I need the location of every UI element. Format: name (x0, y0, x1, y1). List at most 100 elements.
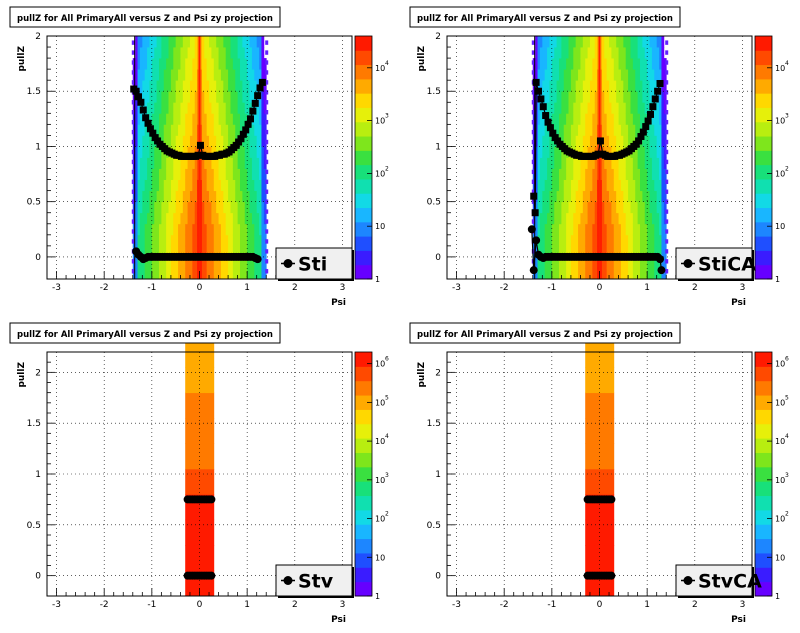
heatmap-cell (204, 135, 208, 147)
heatmap-cell (647, 223, 650, 236)
heatmap-cell (566, 190, 569, 203)
heatmap-cell (230, 168, 234, 180)
heatmap-cell (180, 113, 184, 125)
heatmap-cell (178, 47, 181, 59)
heatmap-cell (539, 267, 543, 280)
data-point (656, 79, 664, 87)
heatmap-cell (265, 249, 269, 254)
heatmap-cell (194, 190, 198, 203)
heatmap-cell (144, 267, 148, 280)
heatmap-cell (201, 124, 205, 136)
heatmap-cell (585, 91, 588, 103)
heatmap-cell (623, 245, 627, 258)
heatmap-cell (556, 168, 560, 180)
heatmap-cell (166, 91, 169, 103)
heatmap-cell (640, 80, 643, 92)
heatmap-cell (209, 418, 215, 444)
heatmap-cell (651, 113, 655, 125)
heatmap-cell (637, 190, 641, 203)
legend: StiCA (675, 247, 756, 281)
heatmap-cell (170, 267, 174, 280)
heatmap-cell (168, 157, 172, 169)
heatmap-cell (261, 113, 265, 125)
heatmap-cell (601, 201, 605, 214)
heatmap-cell (604, 201, 608, 214)
heatmap-cell (592, 102, 596, 114)
palette-swatch (355, 207, 372, 223)
heatmap-cell (228, 157, 231, 169)
heatmap-cell (651, 245, 655, 258)
heatmap-cell (570, 124, 574, 136)
heatmap-cell (144, 58, 148, 70)
heatmap-cell (194, 135, 198, 147)
heatmap-cell (189, 201, 193, 214)
heatmap-cell (585, 223, 588, 236)
heatmap-cell (628, 36, 631, 48)
heatmap-cell (151, 168, 155, 180)
heatmap-cell (647, 146, 650, 158)
heatmap-cell (613, 69, 617, 81)
heatmap-cell (589, 80, 593, 92)
heatmap-cell (587, 168, 591, 180)
heatmap-cell (594, 443, 600, 470)
heatmap-cell (568, 91, 572, 103)
heatmap-cell (647, 157, 650, 169)
heatmap-cell (625, 135, 629, 147)
heatmap-cell (644, 47, 648, 59)
heatmap-cell (601, 47, 605, 59)
heatmap-cell (256, 201, 260, 214)
heatmap-cell (237, 212, 241, 225)
heatmap-cell (166, 102, 169, 114)
heatmap-cell (539, 168, 543, 180)
heatmap-cell (216, 212, 219, 225)
heatmap-cell (175, 69, 179, 81)
y-tick-label: 0 (35, 253, 41, 263)
heatmap-cell (131, 50, 135, 55)
heatmap-cell (240, 157, 243, 169)
heatmap-cell (640, 102, 643, 114)
heatmap-cell (661, 234, 665, 247)
heatmap-cell (251, 168, 255, 180)
x-tick-label: -2 (100, 283, 109, 293)
heatmap-cell (199, 135, 203, 147)
heatmap-cell (199, 102, 203, 114)
palette-swatch (755, 78, 772, 94)
heatmap-cell (151, 58, 155, 70)
heatmap-cell (209, 146, 212, 158)
heatmap-cell (232, 135, 236, 147)
heatmap-cell (213, 36, 217, 48)
heatmap-cell (570, 47, 574, 59)
heatmap-cell (654, 190, 658, 203)
heatmap-cell (232, 80, 236, 92)
heatmap-cell (649, 201, 653, 214)
heatmap-cell (613, 223, 617, 236)
heatmap-cell (204, 234, 208, 247)
heatmap-cell (630, 102, 634, 114)
heatmap-cell (189, 36, 193, 48)
heatmap-cell (166, 58, 169, 70)
heatmap-cell (554, 256, 558, 269)
heatmap-cell (218, 58, 222, 70)
heatmap-cell (244, 234, 248, 247)
heatmap-cell (189, 190, 193, 203)
heatmap-cell (139, 190, 143, 203)
heatmap-cell (585, 468, 591, 495)
heatmap-cell (131, 169, 135, 175)
heatmap-cell (156, 102, 160, 114)
heatmap-cell (654, 36, 658, 48)
heatmap-cell (651, 201, 655, 214)
heatmap-cell (189, 69, 193, 81)
heatmap-cell (606, 168, 610, 180)
heatmap-cell (187, 179, 191, 192)
x-tick-label: -1 (547, 283, 556, 293)
heatmap-cell (542, 201, 546, 214)
heatmap-cell (618, 157, 622, 169)
heatmap-cell (618, 47, 622, 59)
heatmap-cell (232, 190, 236, 203)
heatmap-cell (613, 212, 617, 225)
heatmap-cell (558, 201, 562, 214)
heatmap-cell (209, 190, 212, 203)
heatmap-cell (132, 91, 136, 103)
heatmap-cell (544, 223, 548, 236)
heatmap-cell (599, 256, 603, 269)
